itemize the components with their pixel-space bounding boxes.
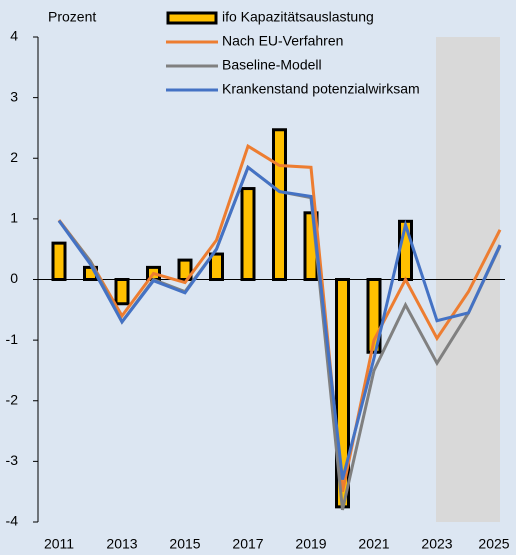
x-tick-label: 2017	[232, 536, 263, 552]
x-tick-label: 2019	[295, 536, 326, 552]
bar	[272, 128, 287, 281]
y-tick-label: 1	[10, 210, 18, 226]
legend-label: Krankenstand potenzialwirksam	[222, 81, 420, 97]
x-tick-label: 2025	[478, 536, 509, 552]
y-tick-label: -2	[6, 391, 19, 407]
y-tick-label: 4	[10, 28, 18, 44]
x-tick-label: 2013	[106, 536, 137, 552]
line	[57, 143, 502, 492]
y-axis-label: Prozent	[48, 9, 96, 25]
x-tick-label: 2023	[421, 536, 452, 552]
y-tick-label: -1	[6, 331, 19, 347]
bar	[209, 252, 224, 282]
x-tick-label: 2021	[358, 536, 389, 552]
y-tick-label: 0	[10, 270, 18, 286]
bar	[114, 278, 130, 306]
y-tick-label: -3	[6, 452, 19, 468]
legend-label: ifo Kapazitätsauslastung	[222, 9, 374, 25]
y-tick-label: -4	[6, 513, 19, 529]
legend-label: Nach EU-Verfahren	[222, 33, 343, 49]
bar	[240, 187, 256, 281]
y-tick-label: 3	[10, 88, 18, 104]
bar	[51, 241, 67, 281]
x-tick-label: 2015	[169, 536, 200, 552]
line	[57, 164, 502, 480]
bar	[177, 258, 193, 282]
legend-label: Baseline-Modell	[222, 57, 322, 73]
legend-swatch	[166, 11, 218, 25]
x-tick-label: 2011	[44, 536, 74, 552]
y-tick-label: 2	[10, 149, 18, 165]
